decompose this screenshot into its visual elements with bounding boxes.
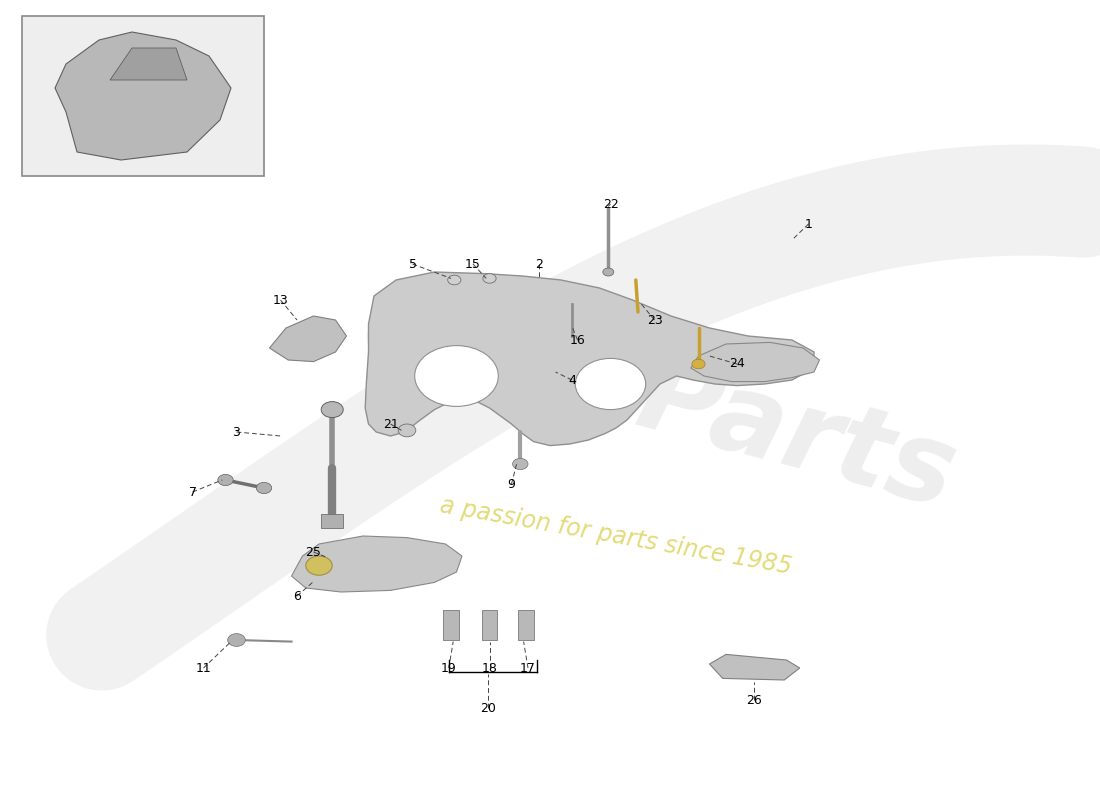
Text: 1: 1 <box>804 218 813 230</box>
Text: 19: 19 <box>441 662 456 674</box>
Polygon shape <box>55 32 231 160</box>
Polygon shape <box>110 48 187 80</box>
Bar <box>443 610 459 640</box>
Text: 22: 22 <box>603 198 618 210</box>
Text: 9: 9 <box>507 478 516 490</box>
Circle shape <box>218 474 233 486</box>
Text: 25: 25 <box>306 546 321 558</box>
Bar <box>22 16 264 176</box>
Circle shape <box>513 458 528 470</box>
Text: 11: 11 <box>196 662 211 674</box>
Circle shape <box>398 424 416 437</box>
Bar <box>321 514 343 528</box>
Polygon shape <box>691 342 820 382</box>
Text: 17: 17 <box>520 662 536 674</box>
Text: euroParts: euroParts <box>352 270 968 530</box>
Polygon shape <box>270 316 346 362</box>
Text: 4: 4 <box>568 374 576 386</box>
Text: 7: 7 <box>188 486 197 498</box>
Text: 23: 23 <box>647 314 662 326</box>
Text: 15: 15 <box>465 258 481 270</box>
Text: 21: 21 <box>383 418 398 430</box>
Text: 24: 24 <box>729 358 745 370</box>
Circle shape <box>575 358 646 410</box>
Text: 26: 26 <box>746 694 761 706</box>
Circle shape <box>256 482 272 494</box>
Text: 20: 20 <box>481 702 496 714</box>
Circle shape <box>321 402 343 418</box>
Polygon shape <box>365 272 814 446</box>
Circle shape <box>448 275 461 285</box>
Text: 6: 6 <box>293 590 301 602</box>
Bar <box>518 610 534 640</box>
Polygon shape <box>292 536 462 592</box>
Circle shape <box>603 268 614 276</box>
Circle shape <box>306 556 332 575</box>
Text: 3: 3 <box>232 426 241 438</box>
Circle shape <box>228 634 245 646</box>
Text: 16: 16 <box>570 334 585 346</box>
Bar <box>482 610 497 640</box>
Circle shape <box>483 274 496 283</box>
Circle shape <box>415 346 498 406</box>
Circle shape <box>692 359 705 369</box>
Text: a passion for parts since 1985: a passion for parts since 1985 <box>438 493 794 579</box>
Text: 18: 18 <box>482 662 497 674</box>
Polygon shape <box>710 654 800 680</box>
Text: 5: 5 <box>408 258 417 270</box>
Text: 2: 2 <box>535 258 543 270</box>
Text: 13: 13 <box>273 294 288 306</box>
